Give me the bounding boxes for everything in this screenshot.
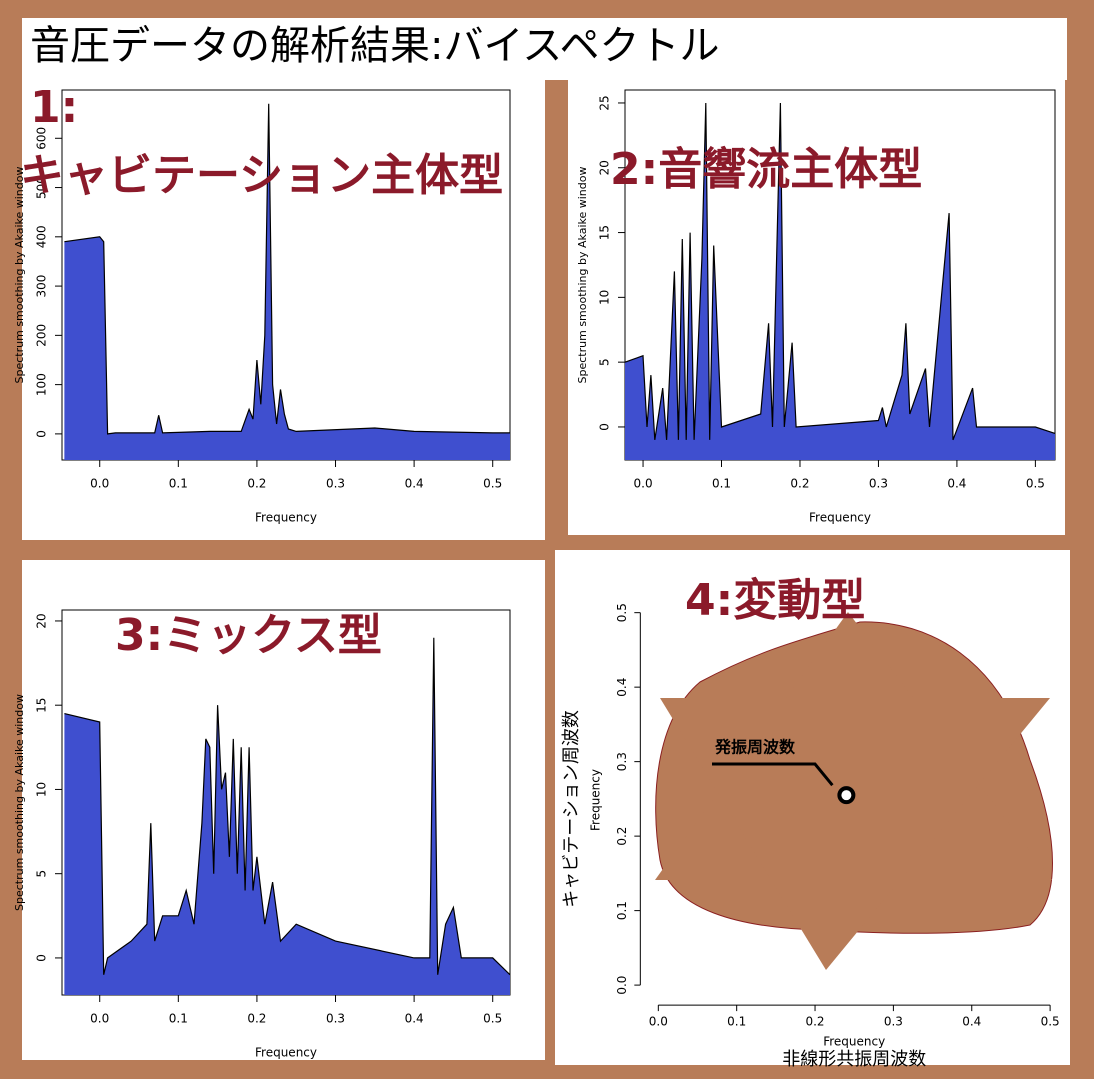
x-tick-label: 0.0: [90, 1012, 109, 1026]
x-tick-label: 0.5: [1026, 477, 1045, 491]
y-tick-label: 0.4: [615, 678, 629, 697]
y-tick-label: 20: [35, 613, 49, 628]
x-tick-label: 0.2: [790, 477, 809, 491]
x-axis-label-ja: 非線形共振周波数: [782, 1049, 926, 1070]
x-tick-label: 0.1: [169, 1012, 188, 1026]
y-tick-label: 0.0: [615, 976, 629, 995]
y-tick-label: 10: [35, 782, 49, 797]
x-tick-label: 0.4: [405, 477, 424, 491]
y-tick-label: 0: [35, 430, 49, 438]
x-tick-label: 0.3: [326, 1012, 345, 1026]
y-tick-label: 15: [598, 225, 612, 240]
area-fill: [625, 103, 1055, 460]
x-tick-label: 0.4: [962, 1015, 981, 1029]
x-tick-label: 0.3: [884, 1015, 903, 1029]
x-axis-label: Frequency: [255, 511, 317, 525]
y-tick-label: 0: [35, 954, 49, 962]
x-tick-label: 0.5: [483, 1012, 502, 1026]
y-tick-label: 300: [35, 275, 49, 298]
x-tick-label: 0.0: [649, 1015, 668, 1029]
y-axis-label: Spectrum smoothing by Akaike window: [13, 167, 26, 384]
panel-title: 1:: [30, 82, 78, 133]
x-tick-label: 0.0: [90, 477, 109, 491]
y-tick-label: 20: [598, 160, 612, 175]
x-tick-label: 0.2: [247, 477, 266, 491]
y-tick-label: 10: [598, 290, 612, 305]
panel: [22, 80, 545, 540]
y-axis-label-ja: キャビテーション周波数: [561, 710, 582, 908]
title-band: [22, 18, 1067, 80]
x-axis-label: Frequency: [809, 511, 871, 525]
x-tick-label: 0.4: [947, 477, 966, 491]
page-title: 音圧データの解析結果:バイスペクトル: [30, 23, 719, 69]
x-axis-label: Frequency: [255, 1046, 317, 1060]
panel-title: 2:音響流主体型: [610, 144, 922, 195]
x-tick-label: 0.5: [1041, 1015, 1060, 1029]
y-tick-label: 5: [598, 358, 612, 366]
spectrum-line: [64, 103, 510, 435]
y-tick-label: 0: [598, 423, 612, 431]
panel-title: 4:変動型: [685, 575, 865, 626]
y-axis-label: Frequency: [589, 769, 603, 831]
x-tick-label: 0.4: [405, 1012, 424, 1026]
spectrum-line: [64, 637, 511, 976]
y-tick-label: 5: [35, 870, 49, 878]
y-axis-label: Spectrum smoothing by Akaike window: [13, 694, 26, 911]
y-axis-label: Spectrum smoothing by Akaike window: [576, 167, 589, 384]
y-tick-label: 400: [35, 225, 49, 248]
point: [837, 786, 856, 805]
x-tick-label: 0.5: [483, 477, 502, 491]
x-tick-label: 0.1: [169, 477, 188, 491]
y-tick-label: 0.5: [615, 603, 629, 622]
panel-title: 3:ミックス型: [115, 610, 382, 661]
x-tick-label: 0.2: [805, 1015, 824, 1029]
spectrum-line: [624, 102, 1056, 441]
x-tick-label: 0.2: [247, 1012, 266, 1026]
y-tick-label: 0.2: [615, 827, 629, 846]
y-tick-label: 500: [35, 176, 49, 199]
y-tick-label: 200: [35, 324, 49, 347]
star-down: [660, 698, 1050, 970]
pointer: [712, 762, 834, 787]
y-tick-label: 100: [35, 373, 49, 396]
y-tick-label: 25: [598, 95, 612, 110]
y-tick-label: 0.3: [615, 752, 629, 771]
x-tick-label: 0.1: [727, 1015, 746, 1029]
x-tick-label: 0.1: [712, 477, 731, 491]
y-tick-label: 600: [35, 127, 49, 150]
area-fill: [64, 637, 510, 995]
x-tick-label: 0.0: [634, 477, 653, 491]
panel-title: キャビテーション主体型: [20, 150, 503, 201]
x-tick-label: 0.3: [326, 477, 345, 491]
y-tick-label: 15: [35, 698, 49, 713]
x-axis-label: Frequency: [823, 1035, 885, 1049]
y-tick-label: 0.1: [615, 901, 629, 920]
x-tick-label: 0.3: [869, 477, 888, 491]
point-label: 発振周波数: [714, 738, 796, 757]
